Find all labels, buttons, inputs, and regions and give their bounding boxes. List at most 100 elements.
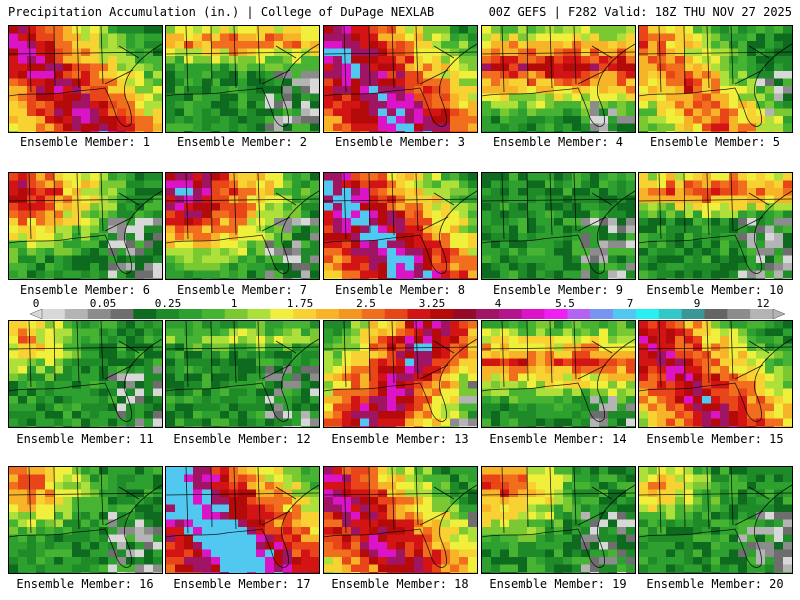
ensemble-member-label: Ensemble Member: 16 <box>16 577 154 591</box>
ensemble-member-label: Ensemble Member: 15 <box>646 432 784 446</box>
colorbar-segment <box>544 309 568 319</box>
colorbar-segment <box>224 309 248 319</box>
ensemble-member-label: Ensemble Member: 10 <box>646 283 784 297</box>
ensemble-member-label: Ensemble Member: 19 <box>489 577 627 591</box>
colorbar-segment <box>498 309 523 319</box>
precip-field <box>639 26 792 132</box>
ensemble-member-map <box>165 466 320 574</box>
ensemble-member-label: Ensemble Member: 14 <box>489 432 627 446</box>
colorbar-segment <box>590 309 614 319</box>
colorbar-segment <box>727 309 751 319</box>
ensemble-member-label: Ensemble Member: 3 <box>334 135 466 149</box>
colorbar-tick-label: 0 <box>32 297 40 310</box>
precip-field <box>9 26 162 132</box>
precip-field <box>482 467 635 573</box>
colorbar-segment <box>704 309 728 319</box>
precip-field <box>639 467 792 573</box>
precip-field <box>639 321 792 427</box>
colorbar-segment <box>613 309 637 319</box>
precip-field <box>324 467 477 573</box>
precipitation-colorbar <box>30 309 785 319</box>
ensemble-member-map <box>8 320 163 428</box>
colorbar-segment <box>179 309 203 319</box>
ensemble-member-map <box>323 466 478 574</box>
ensemble-member-label: Ensemble Member: 13 <box>331 432 469 446</box>
colorbar-min-arrow <box>30 309 43 319</box>
colorbar-segment <box>42 309 66 319</box>
colorbar-tick-label: 9 <box>693 297 701 310</box>
colorbar-segment <box>156 309 180 319</box>
ensemble-member-map <box>323 320 478 428</box>
precip-field <box>324 26 477 132</box>
ensemble-member-label: Ensemble Member: 8 <box>334 283 466 297</box>
ensemble-member-map <box>481 466 636 574</box>
colorbar-segment <box>750 309 774 319</box>
precip-field <box>166 26 319 132</box>
colorbar-segment <box>453 309 477 319</box>
ensemble-member-map <box>323 172 478 280</box>
colorbar-segment <box>338 309 363 319</box>
colorbar-segment <box>430 309 454 319</box>
ensemble-member-label: Ensemble Member: 11 <box>16 432 154 446</box>
colorbar-segment <box>87 309 111 319</box>
colorbar-tick-label: 7 <box>626 297 634 310</box>
colorbar-tick-label: 5.5 <box>555 297 575 310</box>
precip-field <box>9 321 162 427</box>
colorbar-segment <box>658 309 682 319</box>
ensemble-member-map <box>481 320 636 428</box>
precip-field <box>324 321 477 427</box>
ensemble-member-map <box>638 320 793 428</box>
ensemble-member-label: Ensemble Member: 20 <box>646 577 784 591</box>
colorbar-segment <box>567 309 591 319</box>
colorbar-segment <box>316 309 340 319</box>
ensemble-member-map <box>8 172 163 280</box>
colorbar-tick-label: 4 <box>494 297 502 310</box>
ensemble-member-map <box>638 466 793 574</box>
colorbar-segment <box>635 309 660 319</box>
colorbar-segment <box>407 309 431 319</box>
ensemble-member-label: Ensemble Member: 4 <box>492 135 624 149</box>
ensemble-member-label: Ensemble Member: 2 <box>176 135 308 149</box>
ensemble-member-map <box>8 466 163 574</box>
colorbar-segment <box>681 309 705 319</box>
colorbar-tick-label: 1.75 <box>286 297 314 310</box>
colorbar-segment <box>361 309 385 319</box>
colorbar-max-arrow <box>772 309 785 319</box>
colorbar-tick-label: 12 <box>756 297 770 310</box>
precip-field <box>9 173 162 279</box>
ensemble-member-map <box>638 25 793 133</box>
colorbar-segment <box>247 309 271 319</box>
ensemble-member-label: Ensemble Member: 17 <box>173 577 311 591</box>
precip-field <box>166 173 319 279</box>
colorbar-segment <box>110 309 134 319</box>
ensemble-member-map <box>165 25 320 133</box>
precip-field <box>639 173 792 279</box>
ensemble-member-map <box>638 172 793 280</box>
colorbar-tick-label: 3.25 <box>418 297 446 310</box>
colorbar-tick-label: 0.05 <box>89 297 117 310</box>
precip-field <box>482 26 635 132</box>
colorbar-segment <box>293 309 317 319</box>
ensemble-member-map <box>323 25 478 133</box>
ensemble-member-label: Ensemble Member: 7 <box>176 283 308 297</box>
colorbar-segment <box>201 309 226 319</box>
colorbar-tick-label: 0.25 <box>154 297 182 310</box>
ensemble-member-label: Ensemble Member: 1 <box>19 135 151 149</box>
precip-field <box>482 321 635 427</box>
ensemble-member-map <box>165 172 320 280</box>
colorbar-tick-label: 2.5 <box>356 297 376 310</box>
colorbar-segment <box>476 309 500 319</box>
ensemble-member-label: Ensemble Member: 9 <box>492 283 624 297</box>
precip-field <box>166 321 319 427</box>
colorbar-tick-label: 1 <box>230 297 238 310</box>
ensemble-member-label: Ensemble Member: 5 <box>649 135 781 149</box>
colorbar-segment <box>270 309 294 319</box>
ensemble-member-label: Ensemble Member: 6 <box>19 283 151 297</box>
precip-field <box>324 173 477 279</box>
precip-field <box>166 467 319 573</box>
map-title: Precipitation Accumulation (in.) | Colle… <box>8 5 435 19</box>
ensemble-member-map <box>165 320 320 428</box>
precip-field <box>482 173 635 279</box>
colorbar-segment <box>133 309 157 319</box>
colorbar-segment <box>64 309 88 319</box>
